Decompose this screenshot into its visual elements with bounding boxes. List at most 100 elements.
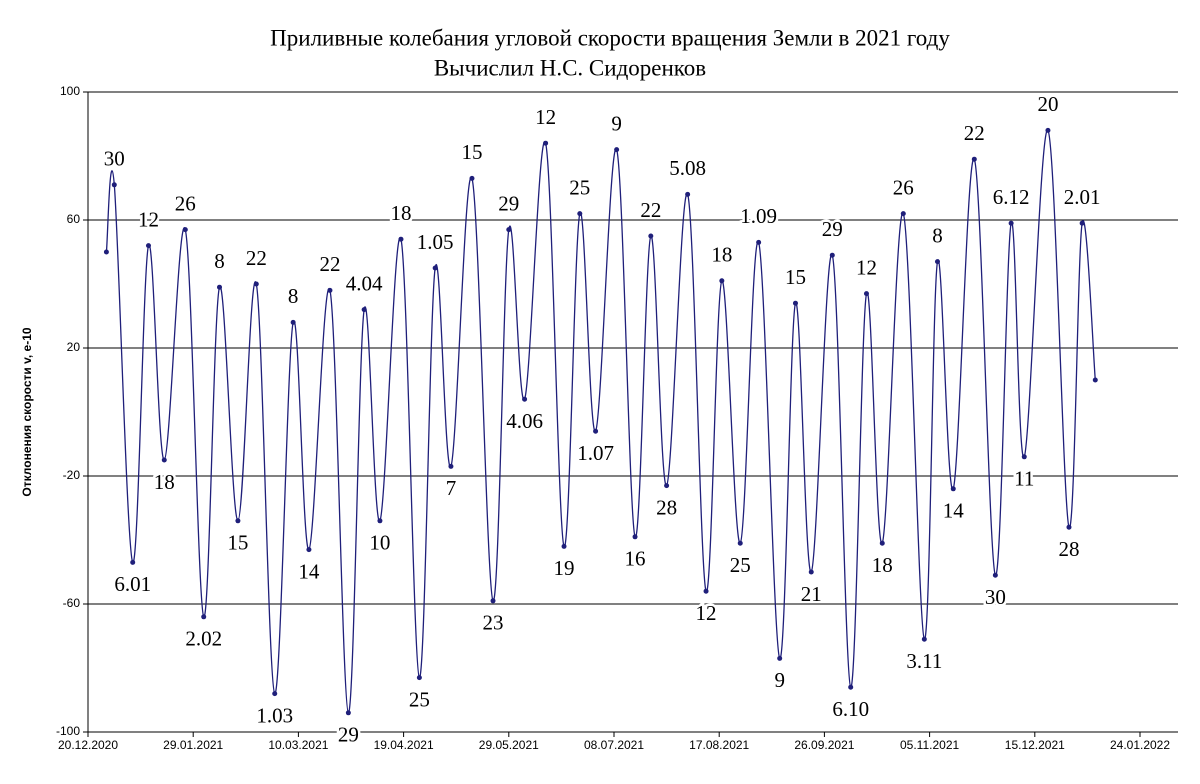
data-point — [290, 319, 296, 325]
data-point — [863, 291, 869, 297]
data-point — [522, 396, 528, 402]
point-label: 8 — [214, 249, 225, 273]
x-tick-label: 10.03.2021 — [268, 738, 328, 752]
data-point — [777, 655, 783, 661]
point-label: 22 — [319, 252, 340, 276]
data-point — [593, 428, 599, 434]
point-label: 30 — [104, 147, 125, 171]
point-label: 18 — [154, 470, 175, 494]
data-point — [792, 300, 798, 306]
data-point — [448, 463, 454, 469]
point-label: 3.11 — [906, 649, 942, 673]
data-point — [900, 211, 906, 217]
data-point — [506, 227, 512, 233]
point-label: 8 — [932, 223, 943, 247]
data-point — [1021, 454, 1027, 460]
point-label: 2.01 — [1064, 185, 1101, 209]
point-label: 12 — [138, 207, 159, 231]
point-label: 6.12 — [993, 185, 1030, 209]
x-tick-label: 05.11.2021 — [900, 738, 959, 752]
data-point — [1092, 377, 1098, 383]
data-point — [992, 572, 998, 578]
data-point — [490, 598, 496, 604]
point-label: 18 — [390, 201, 411, 225]
data-point — [161, 457, 167, 463]
data-point — [577, 211, 583, 217]
data-point — [416, 675, 422, 681]
data-point — [398, 236, 404, 242]
data-point — [664, 483, 670, 489]
data-point — [921, 636, 927, 642]
data-point — [848, 684, 854, 690]
x-tick-label: 15.12.2021 — [1005, 738, 1065, 752]
point-label: 29 — [338, 723, 359, 747]
point-label: 14 — [943, 499, 965, 523]
x-tick-label: 19.04.2021 — [374, 738, 434, 752]
data-point — [971, 156, 977, 162]
data-point — [1045, 127, 1051, 133]
point-label: 25 — [409, 687, 430, 711]
point-label: 29 — [822, 217, 843, 241]
point-label: 18 — [711, 243, 732, 267]
point-label: 7 — [446, 476, 457, 500]
point-label: 12 — [696, 601, 717, 625]
point-label: 28 — [1058, 537, 1079, 561]
x-tick-label: 24.01.2022 — [1110, 738, 1170, 752]
point-label: 22 — [246, 246, 267, 270]
data-point — [737, 540, 743, 546]
y-tick-label: 60 — [67, 212, 81, 226]
data-point — [272, 691, 278, 697]
data-point — [235, 518, 241, 524]
point-label: 16 — [625, 547, 646, 571]
data-point — [130, 559, 136, 565]
point-label: 18 — [872, 553, 893, 577]
data-point — [111, 182, 117, 188]
point-label: 25 — [569, 175, 590, 199]
point-label: 10 — [369, 531, 390, 555]
x-tick-label: 17.08.2021 — [689, 738, 749, 752]
data-point — [561, 543, 567, 549]
x-tick-label: 26.09.2021 — [794, 738, 854, 752]
point-label: 6.01 — [114, 572, 151, 596]
point-label: 21 — [801, 582, 822, 606]
point-label: 20 — [1037, 92, 1058, 116]
data-point — [432, 265, 438, 271]
point-label: 2.02 — [185, 627, 222, 651]
data-point — [306, 547, 312, 553]
point-label: 25 — [730, 553, 751, 577]
point-label: 5.08 — [669, 156, 706, 180]
data-point — [327, 287, 333, 293]
point-label: 23 — [483, 611, 504, 635]
data-point — [1008, 220, 1014, 226]
x-tick-label: 08.07.2021 — [584, 738, 644, 752]
x-tick-label: 29.05.2021 — [479, 738, 539, 752]
point-label: 30 — [985, 585, 1006, 609]
point-label: 15 — [785, 265, 806, 289]
data-point — [934, 259, 940, 265]
data-point — [345, 710, 351, 716]
series-line — [105, 129, 1096, 714]
point-label: 22 — [964, 121, 985, 145]
point-label: 28 — [656, 495, 677, 519]
data-point — [950, 486, 956, 492]
point-label: 12 — [535, 105, 556, 129]
data-point — [377, 518, 383, 524]
point-label: 4.04 — [346, 271, 383, 295]
point-label: 11 — [1014, 467, 1034, 491]
point-label: 6.10 — [832, 697, 869, 721]
point-label: 12 — [856, 255, 877, 279]
data-point — [719, 278, 725, 284]
data-point — [253, 281, 259, 287]
data-point — [145, 243, 151, 249]
chart-title: Приливные колебания угловой скорости вра… — [270, 25, 950, 50]
chart-subtitle: Вычислил Н.С. Сидоренков — [434, 55, 706, 80]
point-label: 9 — [611, 111, 622, 135]
data-point — [182, 227, 188, 233]
y-tick-label: -20 — [63, 468, 81, 482]
point-label: 4.06 — [506, 409, 543, 433]
point-label: 19 — [554, 556, 575, 580]
data-point — [103, 249, 109, 255]
data-point — [1079, 220, 1085, 226]
data-point — [703, 588, 709, 594]
point-label: 22 — [640, 198, 661, 222]
